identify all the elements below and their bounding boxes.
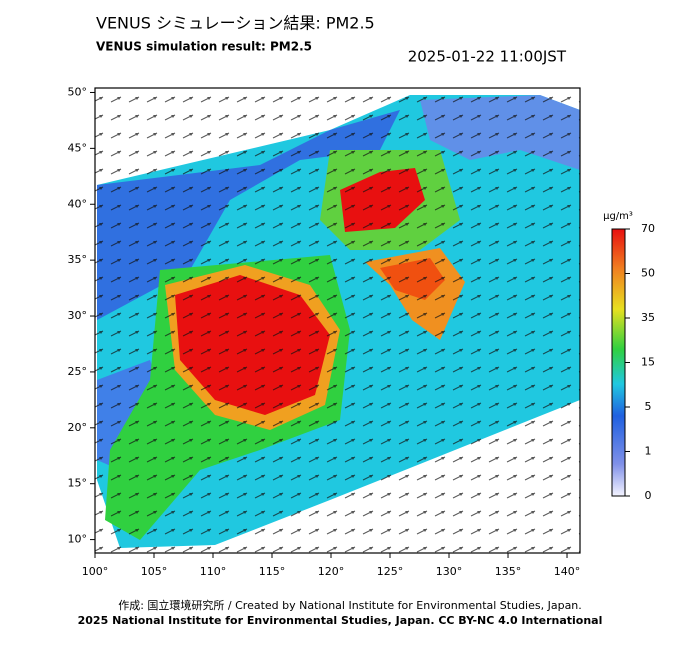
y-tick-label: 50° bbox=[68, 85, 88, 98]
colorbar-unit: μg/m³ bbox=[603, 211, 633, 222]
y-tick-label: 25° bbox=[68, 365, 88, 378]
credit: 作成: 国立環境研究所 / Created by National Instit… bbox=[118, 598, 582, 612]
x-tick-label: 100° bbox=[82, 565, 109, 578]
y-tick-label: 40° bbox=[68, 197, 88, 210]
colorbar bbox=[611, 228, 626, 497]
subtitle: VENUS simulation result: PM2.5 bbox=[96, 40, 312, 54]
colorbar-tick-label: 1 bbox=[645, 445, 652, 458]
x-tick-label: 105° bbox=[141, 565, 168, 578]
x-tick-label: 140° bbox=[554, 565, 581, 578]
y-tick-label: 15° bbox=[68, 477, 88, 490]
colorbar-tick-label: 50 bbox=[641, 267, 655, 280]
colorbar-tick-label: 5 bbox=[645, 400, 652, 413]
y-tick-label: 35° bbox=[68, 253, 88, 266]
x-tick-label: 110° bbox=[200, 565, 227, 578]
y-tick-label: 30° bbox=[68, 309, 88, 322]
colorbar-tick-label: 35 bbox=[641, 311, 655, 324]
colorbar-tick-label: 15 bbox=[641, 356, 655, 369]
x-tick-label: 135° bbox=[495, 565, 522, 578]
x-tick-label: 130° bbox=[436, 565, 463, 578]
license: 2025 National Institute for Environmenta… bbox=[78, 614, 603, 627]
y-tick-label: 20° bbox=[68, 421, 88, 434]
x-tick-label: 120° bbox=[318, 565, 345, 578]
y-tick-label: 45° bbox=[68, 141, 88, 154]
plot-frame bbox=[94, 87, 581, 554]
x-tick-label: 125° bbox=[377, 565, 404, 578]
colorbar-tick-label: 70 bbox=[641, 222, 655, 235]
title: VENUS シミュレーション結果: PM2.5 bbox=[96, 14, 375, 33]
axes: 10° 15° 20° 25° 30° 35° 40° 45° 50° 100° 105° 110° 1… bbox=[68, 85, 581, 578]
y-tick-label: 10° bbox=[68, 533, 88, 546]
map-field bbox=[95, 88, 580, 553]
datetime: 2025-01-22 11:00JST bbox=[408, 48, 567, 66]
colorbar-tick-label: 0 bbox=[645, 489, 652, 502]
x-tick-label: 115° bbox=[259, 565, 286, 578]
